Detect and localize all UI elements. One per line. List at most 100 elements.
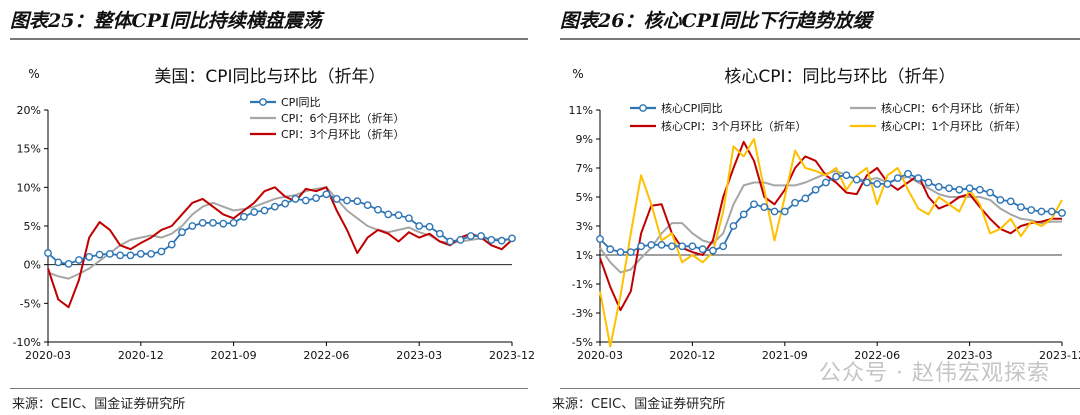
data-point (934, 182, 943, 191)
y-tick-label: -5% (20, 297, 41, 310)
data-point (832, 172, 841, 181)
y-tick-label: 5% (576, 191, 593, 204)
data-point (801, 194, 810, 203)
data-point (508, 234, 516, 243)
data-point (637, 242, 645, 251)
data-point (811, 185, 820, 194)
legend-marker (259, 98, 267, 106)
legend-label: 核心CPI：1个月环比（折年） (881, 119, 1027, 133)
data-point (44, 249, 52, 257)
data-point (147, 249, 156, 258)
cpi-line-chart: 美国：CPI同比与环比（折年）% -10% -5% 0% 5% 10% 15% 20% 2020… (13, 67, 535, 362)
data-point (301, 196, 310, 205)
data-point (394, 211, 403, 220)
core-cpi-line-chart: 核心CPI：同比与环比（折年）% -5% -3% -1% 1% 3% 5% 7% 9% 11% 20… (569, 67, 1080, 362)
legend-label: 核心CPI同比 (661, 101, 723, 115)
data-point (1027, 206, 1036, 214)
data-point (415, 222, 424, 230)
data-point (425, 222, 434, 231)
data-point (198, 219, 207, 227)
data-point (105, 249, 114, 258)
data-point (54, 258, 63, 267)
data-point (750, 200, 758, 209)
data-point (167, 240, 176, 249)
data-point (626, 248, 635, 257)
data-point (739, 210, 748, 219)
y-tick-label: 20% (17, 104, 41, 117)
series-line (47, 193, 513, 265)
legend-label: CPI同比 (281, 96, 321, 109)
y-tick-label: 15% (17, 143, 41, 156)
source-note: 来源：CEIC、国金证券研究所 (12, 397, 186, 412)
data-point (456, 236, 465, 244)
data-point (64, 259, 73, 268)
figure-heading: 图表25：整体CPI同比持续横盘震荡 (10, 10, 322, 32)
data-point (291, 195, 300, 203)
data-point (75, 256, 83, 264)
data-point (229, 219, 238, 227)
y-tick-label: 3% (576, 220, 593, 233)
x-tick-label: 2021-09 (762, 349, 808, 362)
x-tick-label: 2020-12 (118, 349, 164, 362)
data-point (709, 246, 717, 255)
x-tick-label: 2021-09 (211, 349, 257, 362)
data-point (404, 214, 413, 223)
x-tick-label: 2022-06 (854, 349, 900, 362)
x-tick-label: 2023-12 (489, 349, 535, 362)
y-tick-label: 10% (17, 181, 41, 194)
data-point (466, 232, 475, 240)
data-point (893, 174, 902, 183)
source-rule (10, 388, 528, 389)
data-point (332, 195, 341, 203)
data-point (1006, 197, 1015, 206)
data-point (873, 180, 882, 188)
data-point (477, 232, 485, 240)
data-point (322, 190, 331, 199)
data-point (312, 194, 320, 203)
x-tick-label: 2020-03 (25, 349, 71, 362)
legend-label: CPI：6个月环比（折年） (281, 111, 405, 125)
y-tick-label: 0% (24, 259, 41, 272)
data-point (883, 180, 892, 188)
legend-label: 核心CPI：3个月环比（折年） (661, 119, 807, 133)
y-axis-unit-label: % (572, 67, 583, 81)
data-point (178, 228, 186, 237)
data-point (606, 245, 615, 254)
data-point (852, 175, 861, 184)
data-point (924, 178, 933, 187)
x-tick-label: 2020-12 (669, 349, 715, 362)
data-point (667, 242, 676, 251)
data-point (770, 207, 779, 216)
legend-marker (639, 104, 647, 112)
data-point (914, 174, 923, 183)
data-point (1047, 207, 1056, 216)
panel-right: 图表26：核心CPI同比下行趋势放缓 核心CPI：同比与环比（折年）% -5% -3… (540, 0, 1080, 415)
data-point (126, 251, 135, 260)
data-point (596, 235, 604, 243)
data-point (374, 205, 382, 214)
data-point (188, 222, 197, 230)
source-rule (560, 388, 1080, 389)
data-point (209, 219, 217, 227)
figure-heading: 图表26：核心CPI同比下行趋势放缓 (560, 10, 872, 32)
y-tick-label: 11% (569, 104, 593, 117)
y-tick-label: 9% (576, 133, 593, 146)
chart-title: 核心CPI：同比与环比（折年） (724, 67, 955, 87)
data-point (698, 245, 707, 254)
data-point (996, 195, 1005, 204)
data-point (821, 178, 830, 187)
data-point (955, 185, 964, 194)
y-tick-label: 7% (576, 162, 593, 175)
series-line (599, 138, 1063, 348)
data-point (363, 201, 372, 210)
y-tick-label: -1% (572, 278, 593, 291)
data-point (487, 236, 496, 244)
data-point (343, 196, 351, 205)
data-point (384, 210, 393, 219)
data-point (975, 185, 984, 194)
data-point (95, 250, 104, 259)
data-point (719, 242, 728, 251)
data-point (945, 184, 953, 193)
data-point (435, 229, 444, 238)
data-point (678, 242, 687, 251)
